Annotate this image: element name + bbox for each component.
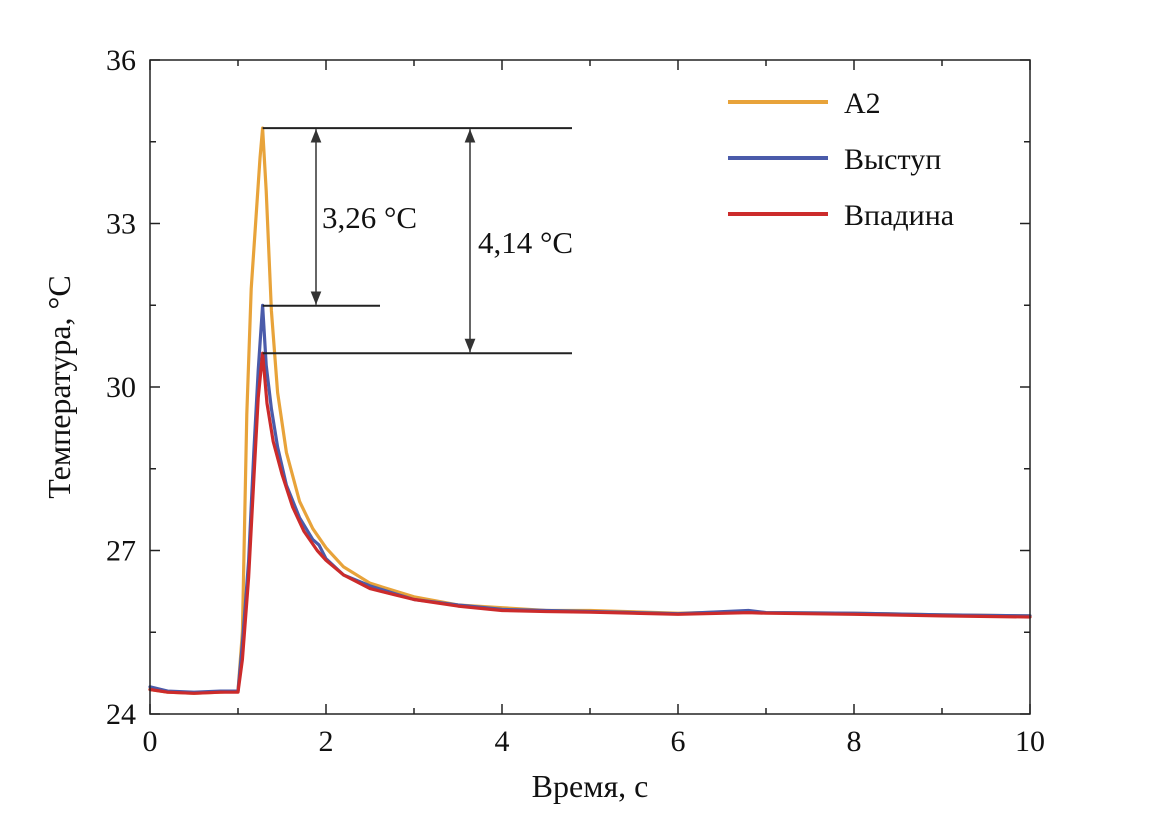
y-tick-label: 27 [106,535,136,568]
legend: A2 Выступ Впадина [728,87,954,232]
difference-label-1: 3,26 °C [322,200,417,235]
y-tick-label: 33 [106,208,136,241]
x-tick-label: 8 [847,725,862,758]
x-tick-label: 0 [143,725,158,758]
y-tick-label: 24 [106,698,136,731]
legend-label-2: Выступ [844,143,941,176]
series-line-2 [148,303,1032,694]
legend-label-3: Впадина [844,199,954,232]
y-axis-label: Температура, °C [41,275,77,498]
x-axis-label: Время, с [532,768,649,804]
x-tick-label: 10 [1015,725,1045,758]
x-tick-label: 2 [319,725,334,758]
y-tick-label: 30 [106,371,136,404]
x-tick-label: 6 [671,725,686,758]
y-tick-label: 36 [106,44,136,77]
difference-label-2: 4,14 °C [478,225,573,260]
series-line-3 [148,351,1032,695]
annotation-layer: 3,26 °C 4,14 °C [262,127,573,355]
series-layer [148,126,1032,695]
legend-label-1: A2 [844,87,881,120]
x-tick-label: 4 [495,725,510,758]
